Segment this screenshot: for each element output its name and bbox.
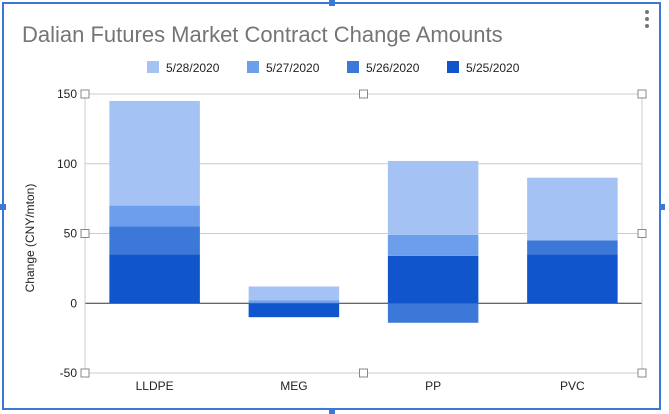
selection-handles (80, 89, 647, 378)
bar (109, 205, 200, 227)
bar (387, 255, 479, 304)
bar (527, 254, 618, 304)
legend-label: 5/27/2020 (266, 61, 320, 75)
frame-handle-bottom[interactable] (329, 408, 335, 414)
bar (109, 254, 200, 304)
frame-handle-right[interactable] (659, 204, 665, 210)
plot-resize-handle (80, 229, 90, 238)
plot-resize-handle (637, 229, 647, 238)
y-tick-label: 100 (57, 157, 77, 171)
bar (248, 300, 340, 304)
chart-title: Dalian Futures Market Contract Change Am… (22, 22, 503, 47)
bar (527, 240, 618, 255)
bar (109, 100, 200, 206)
y-tick-label: 150 (57, 87, 77, 101)
legend-swatch (147, 61, 159, 73)
legend-swatch (447, 61, 459, 73)
y-axis-label: Change (CNY/mton) (23, 184, 37, 293)
bar (248, 303, 340, 318)
y-tick-label: -50 (60, 366, 78, 380)
plot-resize-handle (637, 368, 647, 378)
legend-label: 5/28/2020 (166, 61, 220, 75)
y-tick-label: 0 (70, 296, 77, 310)
plot-resize-handle (80, 89, 90, 99)
plot-resize-handle (637, 89, 647, 99)
plot-resize-handle (359, 368, 368, 378)
x-tick-label: PVC (560, 379, 585, 393)
y-tick-label: 50 (64, 227, 78, 241)
bar (387, 303, 479, 323)
bar (387, 234, 479, 256)
frame-handle-top[interactable] (329, 0, 335, 6)
more-options-icon[interactable] (642, 10, 652, 34)
bar (248, 286, 340, 301)
x-tick-label: LLDPE (136, 379, 174, 393)
bar (387, 160, 479, 235)
x-tick-label: MEG (280, 379, 307, 393)
plot-resize-handle (359, 89, 368, 99)
x-axis-ticks: LLDPE MEG PP PVC (136, 379, 585, 393)
frame-handle-left[interactable] (0, 204, 6, 210)
legend-label: 5/26/2020 (366, 61, 420, 75)
y-axis-ticks: -50 0 50 100 150 (57, 87, 77, 380)
bar (527, 177, 618, 241)
legend-swatch (247, 61, 259, 73)
x-tick-label: PP (425, 379, 441, 393)
legend-swatch (347, 61, 359, 73)
legend: 5/28/2020 5/27/2020 5/26/2020 5/25/2020 (147, 61, 520, 75)
legend-label: 5/25/2020 (466, 61, 520, 75)
bar (109, 226, 200, 255)
bars (109, 100, 618, 323)
plot-resize-handle (80, 368, 90, 378)
